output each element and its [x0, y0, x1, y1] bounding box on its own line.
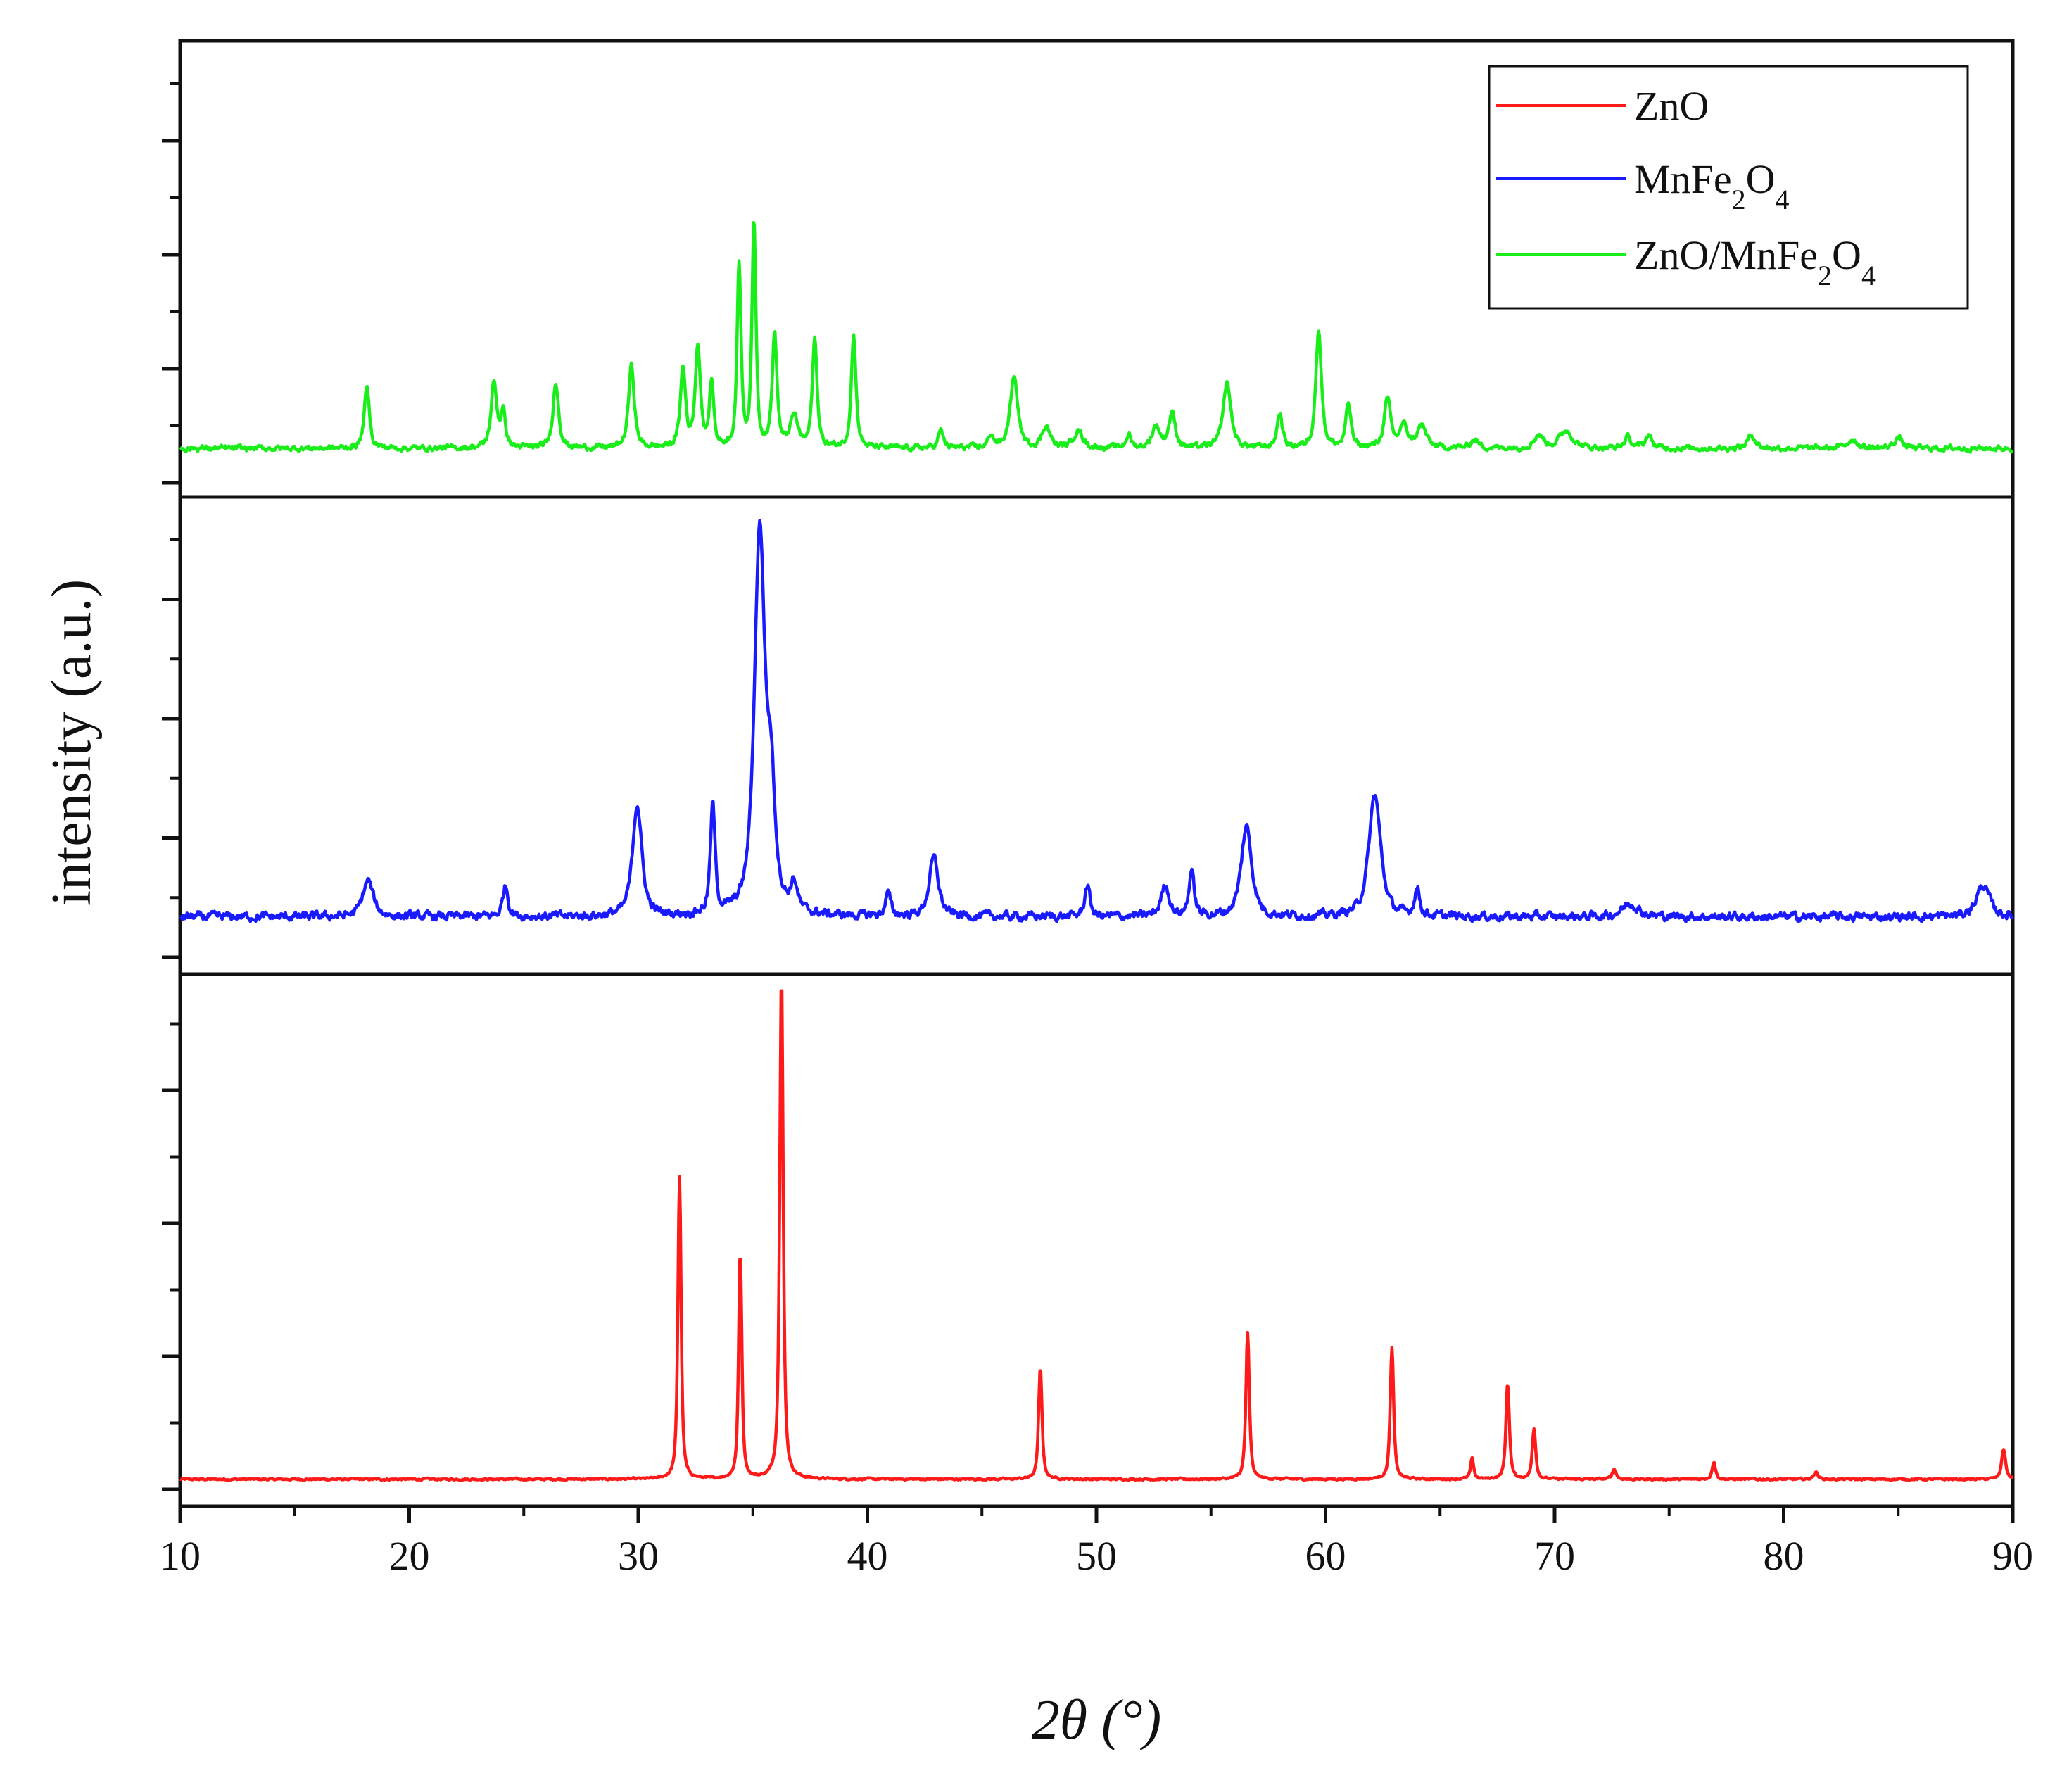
peak-point	[493, 383, 495, 384]
series-line-zno	[179, 989, 2014, 1482]
legend-label-mnfe2o4: MnFe2O4	[1634, 156, 1789, 215]
peak-point	[793, 889, 795, 890]
peak-point	[1246, 826, 1247, 828]
x-axis-title: 2θ (°)	[1032, 1689, 1162, 1751]
peak-point	[367, 881, 369, 882]
x-tick-label: 10	[160, 1533, 201, 1579]
peak-point	[793, 417, 795, 419]
legend-label-zno-mnfe2o4: ZnO/MnFe2O4	[1634, 232, 1876, 291]
axis-ticks: 10 20 30 40 50 60 70 80 90	[160, 82, 2033, 1579]
peak-point	[1087, 885, 1088, 886]
x-tick-label: 40	[847, 1533, 888, 1579]
peak-point	[1647, 435, 1649, 436]
peak-point	[636, 804, 638, 805]
peak-point	[1348, 405, 1349, 406]
x-tick-label: 80	[1764, 1533, 1804, 1579]
peak-point	[1165, 885, 1166, 886]
peak-point	[1421, 426, 1422, 427]
peak-point	[1077, 431, 1079, 432]
peak-point	[990, 435, 992, 436]
peak-point	[740, 1251, 741, 1253]
series-line-zno-mnfe2o4	[179, 220, 2014, 454]
peak-point	[1629, 902, 1631, 904]
peak-point	[1374, 795, 1375, 796]
peak-point	[1318, 332, 1320, 333]
x-tick-label: 90	[1992, 1533, 2033, 1579]
peak-point	[1417, 889, 1418, 890]
x-tick-label: 20	[389, 1533, 430, 1579]
peak-point	[1191, 871, 1192, 873]
peak-point	[1713, 1461, 1714, 1463]
series-group	[179, 220, 2014, 1482]
peak-point	[774, 336, 776, 337]
x-tick-label: 60	[1305, 1533, 1346, 1579]
peak-point	[1507, 1383, 1508, 1384]
peak-point	[933, 858, 935, 859]
peak-point	[1751, 435, 1752, 436]
peak-point	[1156, 426, 1157, 427]
peak-point	[1852, 439, 1853, 441]
peak-point	[631, 366, 632, 367]
peak-point	[555, 383, 557, 384]
peak-point	[1627, 437, 1628, 438]
legend-label-zno: ZnO	[1634, 83, 1709, 129]
peak-point	[780, 975, 782, 976]
peak-point	[759, 534, 761, 536]
peak-point	[1538, 435, 1539, 436]
peak-point	[1391, 1348, 1393, 1349]
peak-point	[1279, 413, 1280, 415]
peak-point	[1171, 413, 1172, 415]
peak-point	[682, 370, 683, 372]
peak-point	[1403, 426, 1404, 427]
peak-point	[1227, 383, 1228, 384]
x-tick-label: 70	[1534, 1533, 1575, 1579]
peak-point	[753, 224, 754, 225]
peak-point	[1474, 439, 1475, 441]
peak-point	[712, 808, 714, 809]
peak-point	[738, 267, 740, 268]
peak-point	[1386, 400, 1388, 402]
peak-point	[1815, 1471, 1816, 1472]
peak-point	[505, 885, 506, 886]
peak-point	[1897, 437, 1899, 438]
peak-point	[1982, 885, 1984, 886]
peak-point	[853, 336, 854, 337]
x-tick-label: 30	[618, 1533, 659, 1579]
peak-point	[1614, 1468, 1615, 1470]
y-axis-title: intensity (a.u.)	[41, 579, 103, 906]
peak-point	[2003, 1449, 2004, 1450]
legend: ZnO MnFe2O4 ZnO/MnFe2O4	[1488, 65, 1969, 310]
peak-point	[679, 1176, 681, 1178]
peak-point	[1013, 379, 1015, 380]
peak-point	[1045, 426, 1046, 427]
peak-point	[711, 383, 712, 384]
peak-point	[814, 340, 816, 341]
peak-point	[1472, 1458, 1473, 1460]
peak-point	[887, 894, 889, 895]
peak-point	[1128, 435, 1130, 436]
peak-point	[1039, 1368, 1041, 1369]
peak-point	[1247, 1332, 1248, 1334]
peak-point	[1533, 1428, 1535, 1430]
peak-point	[771, 808, 772, 809]
peak-point	[697, 348, 699, 350]
series-line-mnfe2o4	[179, 519, 2014, 923]
peak-point	[1565, 431, 1567, 432]
peak-point	[366, 387, 367, 389]
x-tick-label: 50	[1076, 1533, 1117, 1579]
peak-point	[940, 431, 942, 432]
peak-point	[502, 413, 504, 415]
